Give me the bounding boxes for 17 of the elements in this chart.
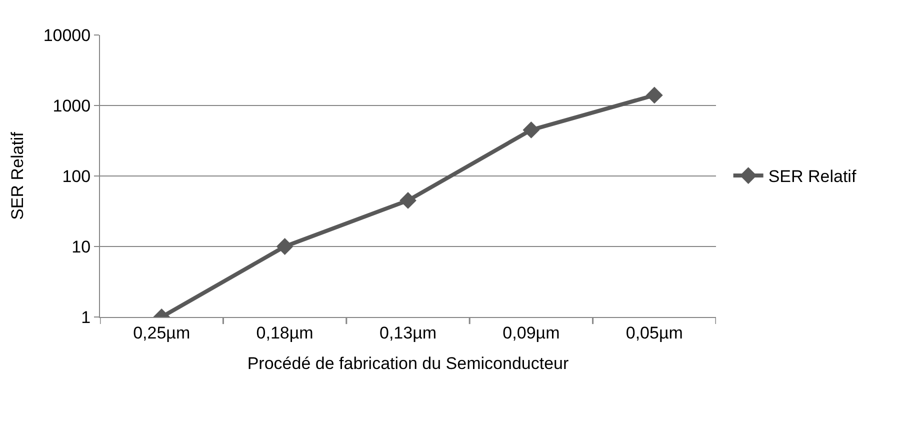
x-tick-label: 0,25µm (133, 323, 190, 342)
y-tick-label: 10000 (43, 26, 91, 45)
point (400, 192, 416, 209)
y-tick-label: 100 (62, 166, 91, 186)
legend-label: SER Relatif (768, 167, 856, 186)
x-tick-label: 0,09µm (502, 323, 560, 342)
x-tick-label: 0,18µm (256, 323, 314, 342)
x-tick-label: 0,05µm (626, 323, 683, 342)
x-axis-title: Procédé de fabrication du Semiconducteur (247, 354, 569, 373)
point (276, 238, 294, 255)
y-axis-title: SER Relatif (8, 132, 27, 220)
y-tick-label: 1000 (52, 96, 91, 116)
point (522, 122, 540, 138)
x-tick-label: 0,13µm (379, 323, 437, 342)
point (646, 86, 663, 104)
y-tick-label: 1 (81, 308, 91, 327)
y-tick-label: 10 (72, 237, 91, 256)
